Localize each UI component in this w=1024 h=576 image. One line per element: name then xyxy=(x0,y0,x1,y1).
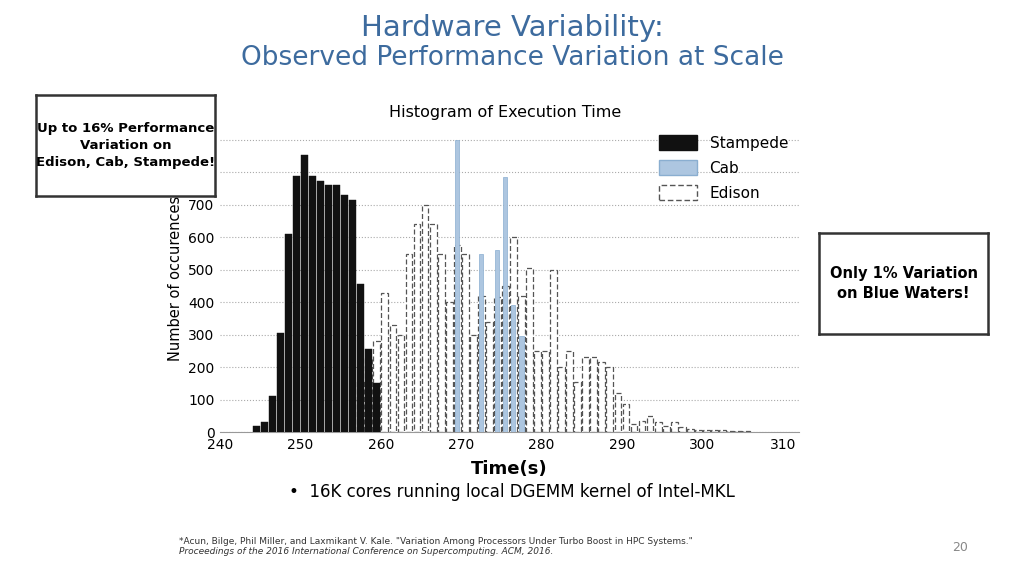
Bar xyxy=(486,322,493,432)
Bar xyxy=(687,429,693,432)
Bar xyxy=(285,234,292,432)
Text: Hardware Variability:: Hardware Variability: xyxy=(360,14,664,41)
Bar xyxy=(743,431,750,432)
Bar xyxy=(606,367,613,432)
Bar xyxy=(518,295,525,432)
Bar xyxy=(510,237,517,432)
Bar xyxy=(583,357,589,432)
Bar xyxy=(496,251,500,432)
Bar xyxy=(550,270,557,432)
Bar xyxy=(598,362,605,432)
Text: Only 1% Variation
on Blue Waters!: Only 1% Variation on Blue Waters! xyxy=(829,266,978,301)
Text: Histogram of Execution Time: Histogram of Execution Time xyxy=(389,105,622,120)
Text: •  16K cores running local DGEMM kernel of Intel-MKL: • 16K cores running local DGEMM kernel o… xyxy=(289,483,735,502)
Bar xyxy=(406,253,413,432)
Bar xyxy=(566,351,573,432)
Bar xyxy=(445,302,453,432)
Bar xyxy=(462,253,469,432)
Bar xyxy=(654,422,662,432)
Bar xyxy=(366,349,373,432)
Bar xyxy=(574,382,582,432)
Bar xyxy=(326,185,332,432)
Bar xyxy=(382,293,388,432)
Bar xyxy=(535,351,541,432)
Bar xyxy=(437,253,444,432)
Bar xyxy=(333,185,340,432)
Bar xyxy=(357,285,365,432)
Bar xyxy=(309,176,316,432)
Bar xyxy=(519,336,523,432)
Bar xyxy=(591,357,597,432)
Bar xyxy=(454,245,461,432)
Bar xyxy=(494,297,501,432)
Text: Proceedings of the 2016 International Conference on Supercomputing. ACM, 2016.: Proceedings of the 2016 International Co… xyxy=(179,547,554,556)
Bar xyxy=(711,430,718,432)
Bar xyxy=(293,176,300,432)
Bar xyxy=(702,430,710,432)
Bar xyxy=(301,155,308,432)
Bar xyxy=(631,424,637,432)
Text: *Acun, Bilge, Phil Miller, and Laxmikant V. Kale. "Variation Among Processors Un: *Acun, Bilge, Phil Miller, and Laxmikant… xyxy=(179,537,693,546)
Text: Up to 16% Performance
Variation on
Edison, Cab, Stampede!: Up to 16% Performance Variation on Ediso… xyxy=(36,122,215,169)
Bar xyxy=(504,177,508,432)
Bar xyxy=(558,367,565,432)
Bar xyxy=(511,305,515,432)
Bar xyxy=(422,205,428,432)
Bar xyxy=(735,431,741,432)
Bar xyxy=(695,430,701,432)
Bar xyxy=(341,195,348,432)
Bar xyxy=(269,396,275,432)
Bar xyxy=(349,200,356,432)
Bar xyxy=(317,181,324,432)
Bar xyxy=(278,333,284,432)
Bar xyxy=(623,404,630,432)
Bar xyxy=(253,426,260,432)
Text: Observed Performance Variation at Scale: Observed Performance Variation at Scale xyxy=(241,44,783,71)
Bar xyxy=(357,380,365,432)
Bar xyxy=(646,416,653,432)
Bar xyxy=(430,225,436,432)
Bar xyxy=(502,286,509,432)
Bar xyxy=(679,427,686,432)
Bar xyxy=(261,422,267,432)
Bar xyxy=(542,351,549,432)
Bar xyxy=(414,225,421,432)
Bar xyxy=(526,268,532,432)
Bar xyxy=(470,335,477,432)
Bar xyxy=(663,426,670,432)
Legend: Stampede, Cab, Edison: Stampede, Cab, Edison xyxy=(653,128,795,207)
Bar xyxy=(374,341,380,432)
Bar xyxy=(719,430,726,432)
Y-axis label: Number of occurences: Number of occurences xyxy=(168,195,182,361)
Bar xyxy=(366,357,373,432)
Bar xyxy=(727,431,734,432)
Bar xyxy=(478,295,484,432)
Bar xyxy=(397,335,404,432)
Bar xyxy=(479,253,483,432)
Bar xyxy=(456,140,459,432)
Text: 20: 20 xyxy=(952,541,969,554)
Bar xyxy=(374,384,380,432)
Bar xyxy=(389,325,396,432)
Bar xyxy=(639,420,645,432)
Bar xyxy=(614,393,622,432)
Bar xyxy=(671,422,678,432)
X-axis label: Time(s): Time(s) xyxy=(471,460,548,478)
